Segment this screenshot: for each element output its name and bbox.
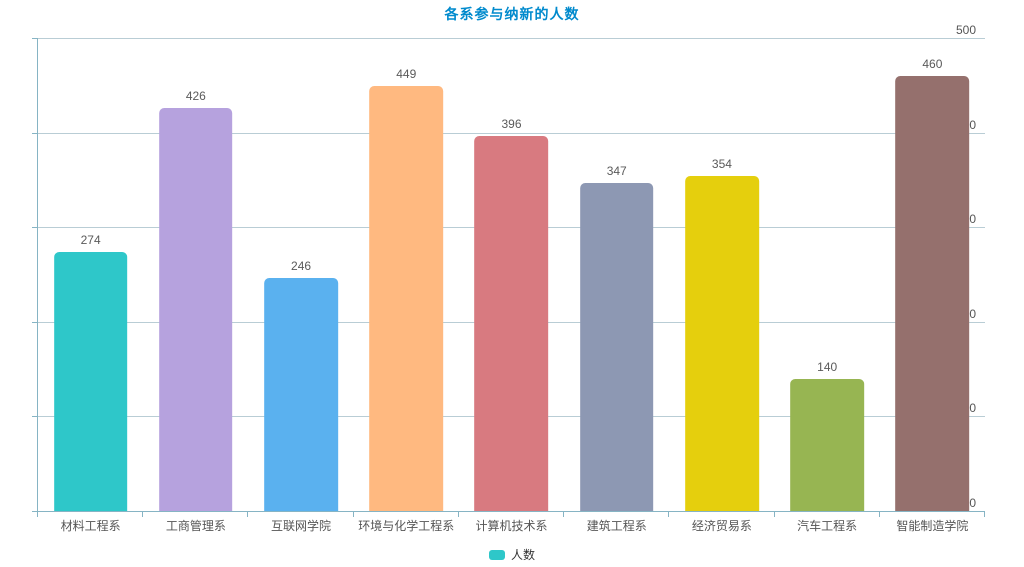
gridline [38,38,985,39]
category-band: 274 材料工程系 [38,38,143,533]
legend-label: 人数 [510,548,535,562]
x-category-label: 环境与化学工程系 [358,519,455,533]
bar-value-label: 246 [291,259,312,274]
x-axis-tick [668,511,670,517]
x-category-label: 工商管理系 [165,519,226,533]
bar-value-label: 460 [922,56,943,71]
bar-2[interactable] [264,278,338,511]
bar-7[interactable] [790,378,864,511]
x-category-label: 互联网学院 [271,519,332,533]
gridline [38,132,985,134]
bar-5[interactable] [579,182,654,511]
category-band: 396 计算机技术系 [459,38,564,533]
category-band: 426 工商管理系 [143,38,248,533]
bar-3[interactable] [369,86,444,511]
y-axis-tick [32,38,38,39]
y-tick-label: 500 [955,23,976,37]
x-axis-tick [457,511,459,517]
category-band: 449 环境与化学工程系 [354,38,459,533]
category-band: 347 建筑工程系 [564,38,669,533]
y-tick-label: 0 [969,496,976,510]
category-band: 354 经济贸易系 [669,38,774,533]
y-axis-tick [32,511,38,512]
x-category-label: 计算机技术系 [475,519,548,533]
bar-value-label: 396 [501,117,522,132]
bar-value-label: 140 [817,359,838,374]
x-axis-tick [984,511,985,517]
legend-item[interactable]: 人数 [0,546,1024,563]
x-category-label: 智能制造学院 [896,519,969,533]
y-axis-tick [32,227,38,229]
bar-6[interactable] [685,176,759,511]
bar-0[interactable] [53,251,128,511]
x-category-label: 材料工程系 [60,519,121,533]
bar-value-label: 347 [606,163,627,178]
plot-area: 0100200300400500274材料工程系426工商管理系246互联网学院… [32,23,985,533]
x-axis-tick [37,511,38,517]
x-category-label: 经济贸易系 [691,519,752,533]
x-axis-tick [878,511,880,517]
bar-value-label: 274 [80,232,101,247]
y-axis-tick [32,321,38,323]
x-axis-tick [142,511,144,517]
x-category-label: 汽车工程系 [797,519,858,533]
bar-value-label: 426 [185,89,206,104]
x-axis-tick [773,511,775,517]
legend-marker-icon [488,549,505,560]
bar-value-label: 449 [396,67,417,82]
category-band: 460 智能制造学院 [880,38,985,533]
x-axis-tick [352,511,354,517]
y-axis-tick [32,132,38,134]
category-band: 246 互联网学院 [248,38,353,533]
bar-value-label: 354 [711,157,732,172]
x-axis-tick [247,511,249,517]
bar-4[interactable] [474,136,549,511]
bar-1[interactable] [159,108,233,511]
chart-title: 各系参与纳新的人数 [444,6,580,22]
bar-8[interactable] [895,75,970,511]
x-category-label: 建筑工程系 [586,519,647,533]
x-axis-tick [563,511,565,517]
category-band: 140 汽车工程系 [775,38,880,533]
y-axis-tick [32,416,38,418]
